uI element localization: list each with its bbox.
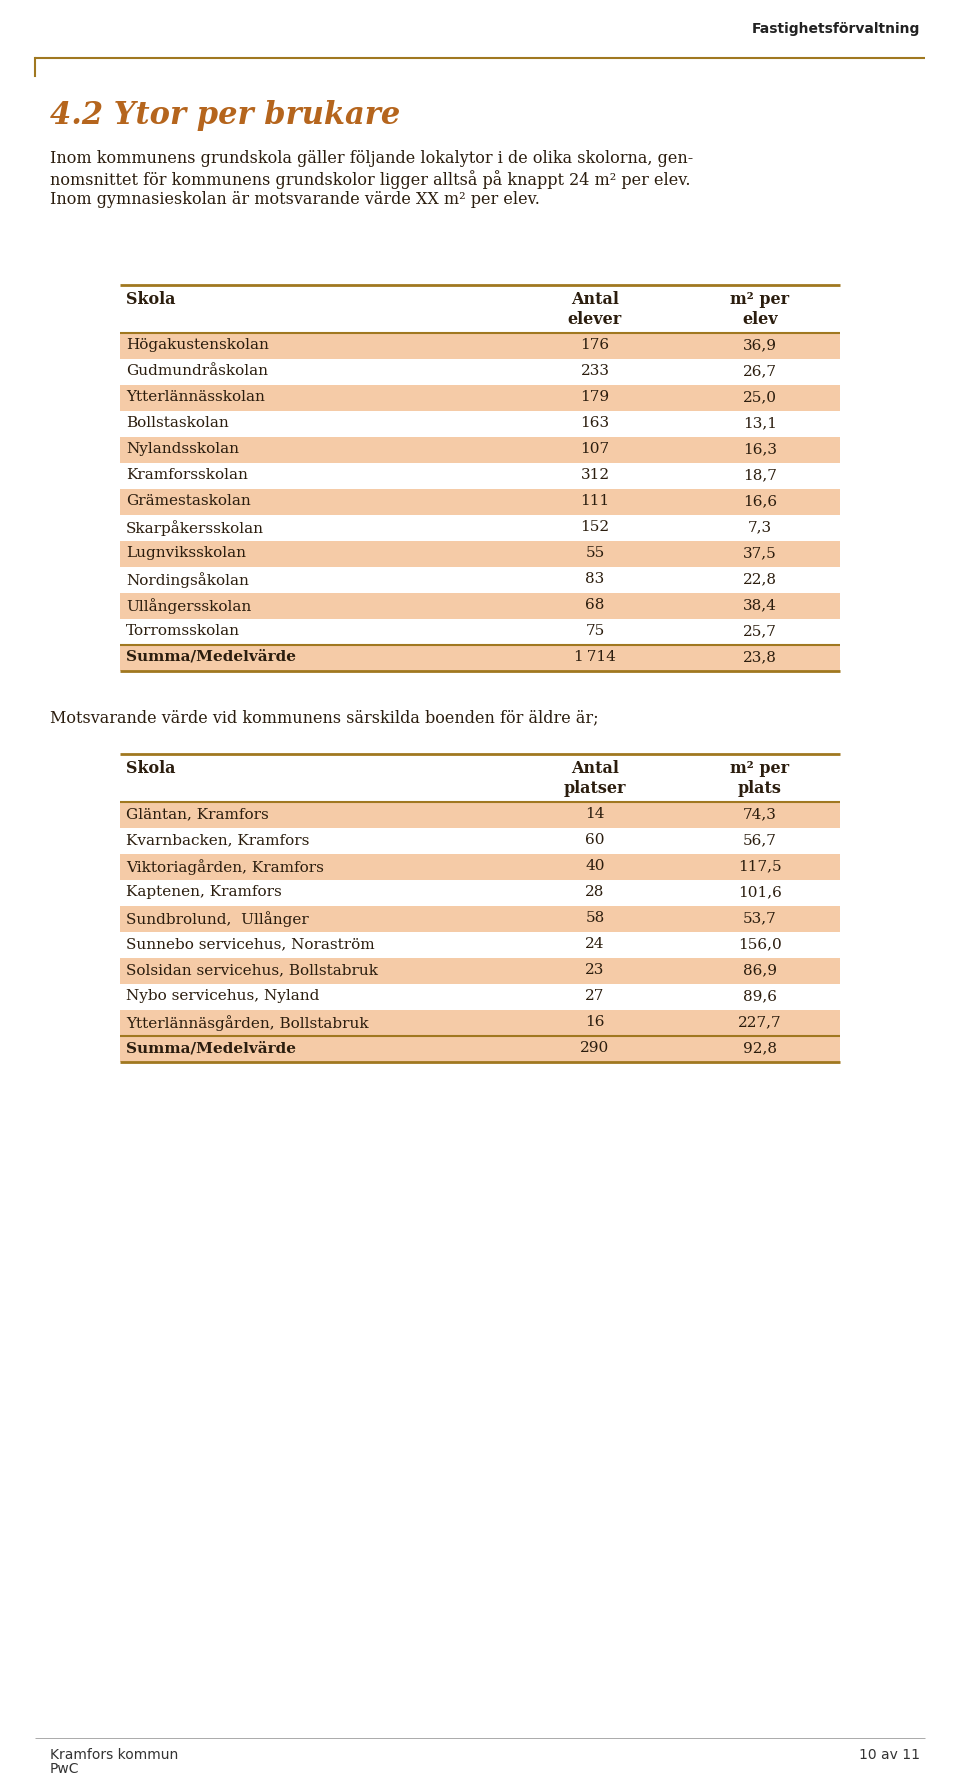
Text: Kvarnbacken, Kramfors: Kvarnbacken, Kramfors	[126, 834, 309, 846]
Bar	[120, 541, 840, 567]
Text: 25,0: 25,0	[743, 389, 777, 404]
Bar	[120, 332, 840, 359]
Text: 23,8: 23,8	[743, 651, 777, 663]
Text: m² per
plats: m² per plats	[731, 759, 789, 797]
Text: Skola: Skola	[126, 759, 176, 777]
Text: Torromsskolan: Torromsskolan	[126, 624, 240, 638]
Text: PwC: PwC	[50, 1762, 80, 1776]
Text: 22,8: 22,8	[743, 573, 777, 587]
Bar	[120, 594, 840, 619]
Text: 36,9: 36,9	[743, 338, 777, 352]
Text: Skarpåkersskolan: Skarpåkersskolan	[126, 519, 264, 535]
Bar	[120, 1010, 840, 1037]
Text: Ullångersskolan: Ullångersskolan	[126, 597, 252, 613]
Text: Gläntan, Kramfors: Gläntan, Kramfors	[126, 807, 269, 821]
Text: Motsvarande värde vid kommunens särskilda boenden för äldre är;: Motsvarande värde vid kommunens särskild…	[50, 709, 599, 725]
Text: 53,7: 53,7	[743, 910, 777, 925]
Text: 233: 233	[581, 364, 610, 379]
Text: Antal
elever: Antal elever	[568, 292, 622, 327]
Text: 13,1: 13,1	[743, 416, 777, 430]
Text: 4.2 Ytor per brukare: 4.2 Ytor per brukare	[50, 100, 400, 132]
Text: 27: 27	[586, 989, 605, 1003]
Text: Summa/Medelvärde: Summa/Medelvärde	[126, 651, 296, 663]
Text: Fastighetsförvaltning: Fastighetsförvaltning	[752, 21, 920, 36]
Text: Nordingsåkolan: Nordingsåkolan	[126, 573, 249, 589]
Text: Högakustenskolan: Högakustenskolan	[126, 338, 269, 352]
Text: m² per
elev: m² per elev	[731, 292, 789, 327]
Text: 176: 176	[581, 338, 610, 352]
Bar	[120, 437, 840, 462]
Bar	[120, 645, 840, 670]
Bar	[120, 1037, 840, 1061]
Text: 312: 312	[581, 468, 610, 482]
Text: Gudmundråskolan: Gudmundråskolan	[126, 364, 268, 379]
Text: 152: 152	[581, 519, 610, 533]
Text: 56,7: 56,7	[743, 834, 777, 846]
Text: Nybo servicehus, Nyland: Nybo servicehus, Nyland	[126, 989, 320, 1003]
Text: 227,7: 227,7	[738, 1015, 781, 1029]
Bar	[120, 489, 840, 516]
Text: 117,5: 117,5	[738, 859, 781, 873]
Text: 83: 83	[586, 573, 605, 587]
Text: 92,8: 92,8	[743, 1040, 777, 1054]
Bar	[120, 853, 840, 880]
Text: 26,7: 26,7	[743, 364, 777, 379]
Text: 86,9: 86,9	[743, 964, 777, 976]
Text: Bollstaskolan: Bollstaskolan	[126, 416, 228, 430]
Text: 179: 179	[581, 389, 610, 404]
Text: Grämestaskolan: Grämestaskolan	[126, 494, 251, 509]
Text: 55: 55	[586, 546, 605, 560]
Text: 16,3: 16,3	[743, 443, 777, 455]
Text: 24: 24	[586, 937, 605, 951]
Text: Viktoriagården, Kramfors: Viktoriagården, Kramfors	[126, 859, 324, 875]
Text: Lugnviksskolan: Lugnviksskolan	[126, 546, 246, 560]
Text: 75: 75	[586, 624, 605, 638]
Text: 163: 163	[581, 416, 610, 430]
Bar	[120, 802, 840, 829]
Text: Kaptenen, Kramfors: Kaptenen, Kramfors	[126, 885, 281, 900]
Text: 60: 60	[586, 834, 605, 846]
Text: 16: 16	[586, 1015, 605, 1029]
Text: 16,6: 16,6	[743, 494, 777, 509]
Bar	[120, 958, 840, 983]
Text: Skola: Skola	[126, 292, 176, 308]
Text: Ytterlännäsgården, Bollstabruk: Ytterlännäsgården, Bollstabruk	[126, 1015, 369, 1031]
Text: Solsidan servicehus, Bollstabruk: Solsidan servicehus, Bollstabruk	[126, 964, 378, 976]
Text: Kramforsskolan: Kramforsskolan	[126, 468, 248, 482]
Text: 7,3: 7,3	[748, 519, 772, 533]
Text: Summa/Medelvärde: Summa/Medelvärde	[126, 1040, 296, 1054]
Text: 23: 23	[586, 964, 605, 976]
Text: 28: 28	[586, 885, 605, 900]
Text: 101,6: 101,6	[738, 885, 782, 900]
Text: Sundbrolund,  Ullånger: Sundbrolund, Ullånger	[126, 910, 309, 926]
Text: Antal
platser: Antal platser	[564, 759, 626, 797]
Text: 74,3: 74,3	[743, 807, 777, 821]
Text: 14: 14	[586, 807, 605, 821]
Text: Inom kommunens grundskola gäller följande lokalytor i de olika skolorna, gen-
no: Inom kommunens grundskola gäller följand…	[50, 149, 693, 208]
Text: 290: 290	[581, 1040, 610, 1054]
Text: Sunnebo servicehus, Noraström: Sunnebo servicehus, Noraström	[126, 937, 374, 951]
Text: Ytterlännässkolan: Ytterlännässkolan	[126, 389, 265, 404]
Text: 18,7: 18,7	[743, 468, 777, 482]
Text: 156,0: 156,0	[738, 937, 781, 951]
Bar	[120, 907, 840, 932]
Text: 89,6: 89,6	[743, 989, 777, 1003]
Text: 68: 68	[586, 597, 605, 612]
Text: 10 av 11: 10 av 11	[859, 1748, 920, 1762]
Text: 107: 107	[581, 443, 610, 455]
Text: 40: 40	[586, 859, 605, 873]
Bar	[120, 386, 840, 411]
Text: 37,5: 37,5	[743, 546, 777, 560]
Text: Nylandsskolan: Nylandsskolan	[126, 443, 239, 455]
Text: Kramfors kommun: Kramfors kommun	[50, 1748, 179, 1762]
Text: 111: 111	[581, 494, 610, 509]
Text: 38,4: 38,4	[743, 597, 777, 612]
Text: 58: 58	[586, 910, 605, 925]
Text: 25,7: 25,7	[743, 624, 777, 638]
Text: 1 714: 1 714	[574, 651, 616, 663]
